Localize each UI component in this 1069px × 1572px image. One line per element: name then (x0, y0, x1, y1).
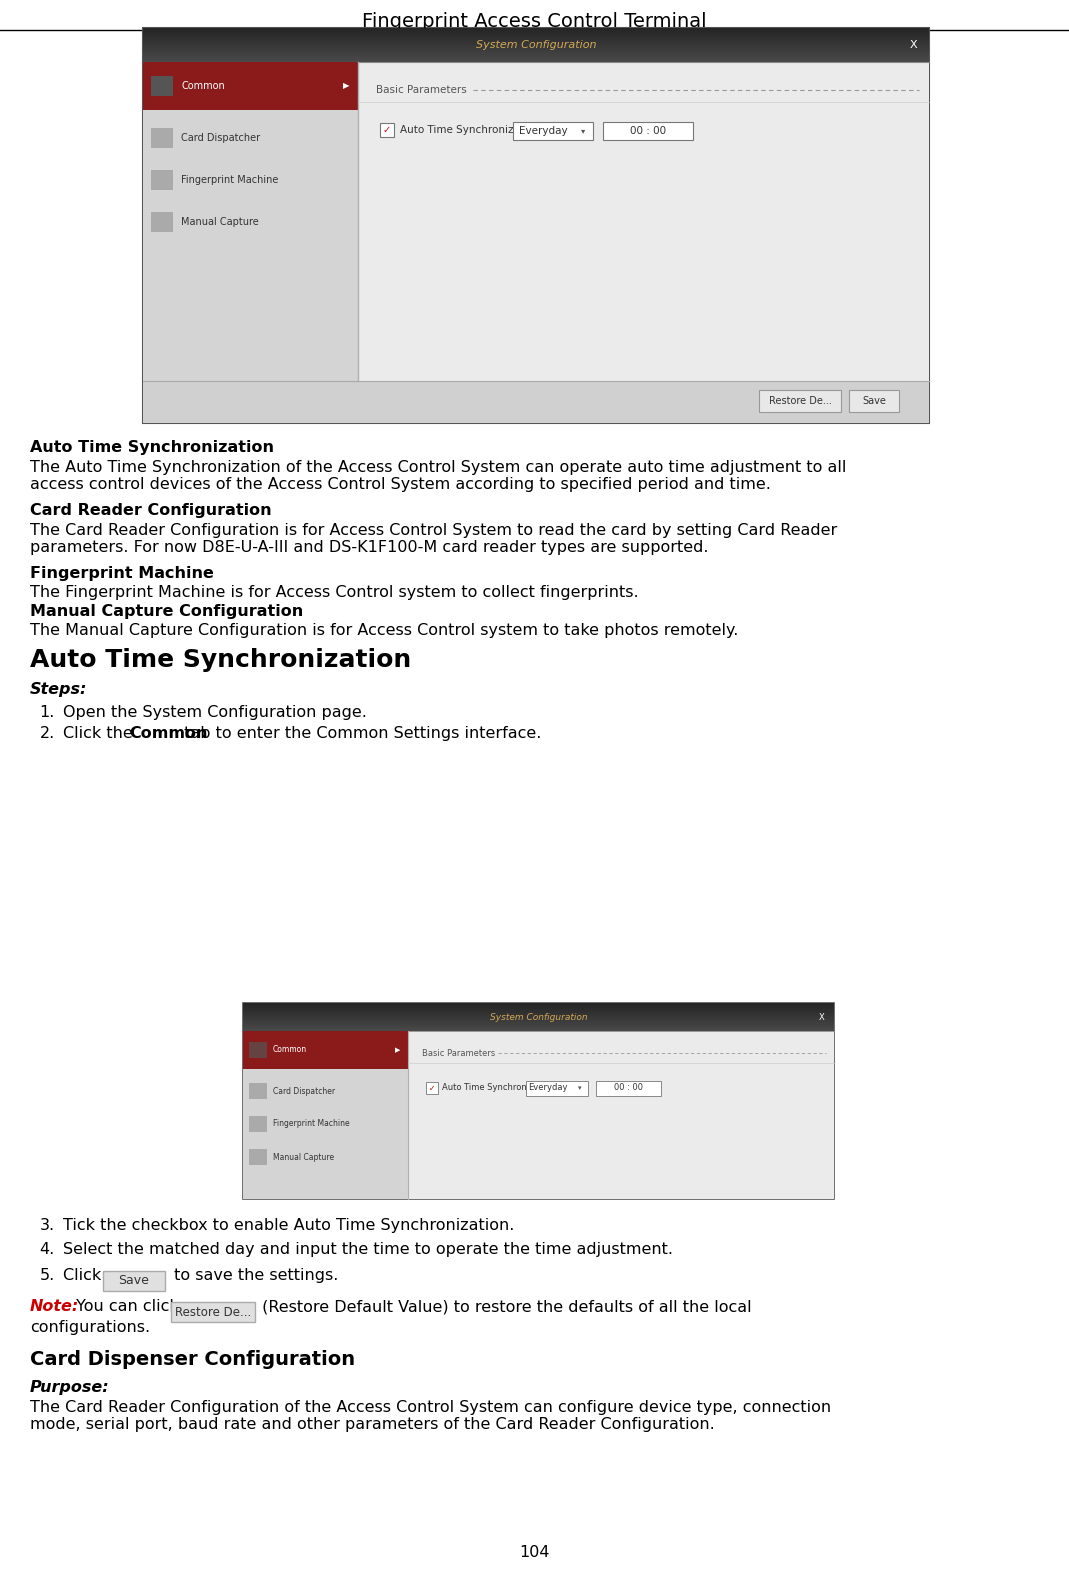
Bar (151, 127, 173, 148)
Bar (243, 1031, 408, 1199)
Text: 5.: 5. (40, 1269, 55, 1283)
Text: to save the settings.: to save the settings. (169, 1269, 339, 1283)
Text: 1.: 1. (40, 704, 55, 720)
Text: Card Dispatcher: Card Dispatcher (181, 134, 260, 143)
Text: 2.: 2. (40, 726, 55, 740)
Bar (408, 1031, 834, 1199)
Text: Open the System Configuration page.: Open the System Configuration page. (63, 704, 367, 720)
Text: Select the matched day and input the time to operate the time adjustment.: Select the matched day and input the tim… (63, 1242, 673, 1258)
Text: 3.: 3. (40, 1218, 55, 1232)
Text: Everyday: Everyday (518, 126, 568, 137)
Text: Card Dispatcher: Card Dispatcher (273, 1086, 335, 1096)
Bar (143, 380, 929, 423)
Bar (603, 123, 693, 140)
Text: Restore De...: Restore De... (769, 396, 832, 406)
Bar (249, 1149, 267, 1165)
Bar (249, 1083, 267, 1099)
Text: Purpose:: Purpose: (30, 1380, 110, 1394)
Bar (379, 123, 394, 137)
Text: ▾: ▾ (578, 1085, 582, 1091)
Text: 104: 104 (520, 1545, 549, 1559)
Bar (358, 61, 929, 380)
Text: Common: Common (273, 1045, 307, 1055)
Text: Manual Capture: Manual Capture (273, 1152, 335, 1162)
Bar (513, 123, 593, 140)
Text: Basic Parameters: Basic Parameters (376, 85, 467, 94)
Bar (249, 1116, 267, 1132)
Text: Everyday: Everyday (528, 1083, 568, 1093)
Text: Note:: Note: (30, 1298, 79, 1314)
Text: (Restore Default Value) to restore the defaults of all the local: (Restore Default Value) to restore the d… (258, 1298, 753, 1314)
Text: ▶: ▶ (396, 1047, 401, 1053)
Bar (151, 170, 173, 190)
Bar (171, 1302, 255, 1322)
Text: tab to enter the Common Settings interface.: tab to enter the Common Settings interfa… (180, 726, 542, 740)
Text: System Configuration: System Configuration (490, 1012, 587, 1022)
Text: Restore De...: Restore De... (175, 1305, 251, 1319)
Text: Steps:: Steps: (30, 682, 88, 696)
Text: System Configuration: System Configuration (476, 39, 597, 50)
Text: Click: Click (63, 1269, 107, 1283)
Text: Save: Save (862, 396, 886, 406)
Text: Tick the checkbox to enable Auto Time Synchronization.: Tick the checkbox to enable Auto Time Sy… (63, 1218, 514, 1232)
Text: Auto Time Synchronization: Auto Time Synchronization (30, 648, 412, 671)
Bar (597, 1082, 661, 1096)
Text: The Card Reader Configuration is for Access Control System to read the card by s: The Card Reader Configuration is for Acc… (30, 523, 837, 555)
Bar (151, 75, 173, 96)
Text: Card Reader Configuration: Card Reader Configuration (30, 503, 272, 519)
Bar (849, 390, 899, 412)
Text: The Auto Time Synchronization of the Access Control System can operate auto time: The Auto Time Synchronization of the Acc… (30, 461, 847, 492)
Text: Manual Capture: Manual Capture (181, 217, 259, 226)
Bar (143, 28, 929, 423)
Text: Common: Common (129, 726, 208, 740)
Text: configurations.: configurations. (30, 1320, 150, 1335)
Text: ✓: ✓ (429, 1083, 435, 1093)
Text: Basic Parameters: Basic Parameters (422, 1049, 495, 1058)
Bar (427, 1082, 438, 1094)
Bar (249, 1042, 267, 1058)
Bar (759, 390, 841, 412)
Text: Auto Time Synchroniza...: Auto Time Synchroniza... (400, 126, 530, 135)
Text: 4.: 4. (40, 1242, 55, 1258)
Text: X: X (910, 39, 917, 50)
Text: Auto Time Synchronization: Auto Time Synchronization (30, 440, 274, 454)
Text: Fingerprint Machine: Fingerprint Machine (181, 174, 278, 185)
Text: The Card Reader Configuration of the Access Control System can configure device : The Card Reader Configuration of the Acc… (30, 1401, 831, 1432)
Bar (526, 1082, 588, 1096)
Bar (243, 1003, 834, 1199)
Text: Click the: Click the (63, 726, 138, 740)
Text: Fingerprint Access Control Terminal: Fingerprint Access Control Terminal (362, 13, 707, 31)
Text: ✓: ✓ (383, 126, 391, 135)
Text: Manual Capture Configuration: Manual Capture Configuration (30, 604, 304, 619)
Bar (143, 61, 358, 110)
Text: ▶: ▶ (343, 82, 350, 91)
Bar (151, 212, 173, 233)
Text: Fingerprint Machine: Fingerprint Machine (273, 1119, 350, 1129)
Bar (103, 1272, 165, 1291)
Text: You can click: You can click (72, 1298, 184, 1314)
Text: ▾: ▾ (580, 126, 585, 135)
Text: Card Dispenser Configuration: Card Dispenser Configuration (30, 1350, 355, 1369)
Text: The Manual Capture Configuration is for Access Control system to take photos rem: The Manual Capture Configuration is for … (30, 623, 739, 638)
Text: Common: Common (181, 82, 224, 91)
Text: The Fingerprint Machine is for Access Control system to collect fingerprints.: The Fingerprint Machine is for Access Co… (30, 585, 638, 601)
Text: Save: Save (119, 1275, 150, 1287)
Bar (243, 1031, 408, 1069)
Text: X: X (819, 1012, 825, 1022)
Text: 00 : 00: 00 : 00 (630, 126, 666, 137)
Bar (143, 61, 358, 380)
Text: Auto Time Synchroniza...: Auto Time Synchroniza... (441, 1083, 546, 1093)
Text: 00 : 00: 00 : 00 (614, 1083, 642, 1093)
Text: Fingerprint Machine: Fingerprint Machine (30, 566, 214, 582)
